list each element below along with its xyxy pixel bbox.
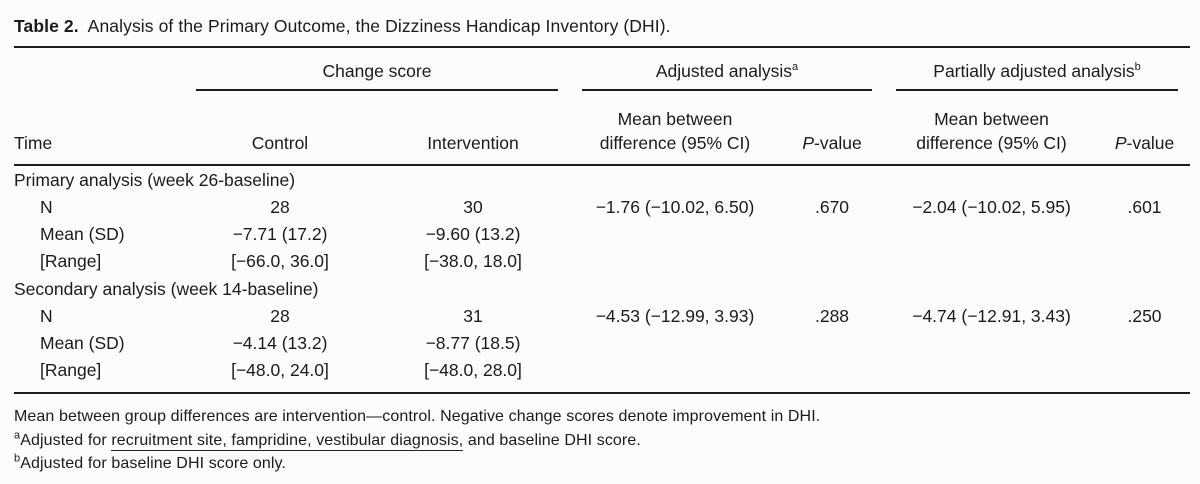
cell-adjusted-difference (570, 330, 780, 357)
cell-partial-p-value: .250 (1127, 306, 1162, 326)
table-title: Table 2. Analysis of the Primary Outcome,… (14, 14, 1190, 38)
cell-intervention: −9.60 (13.2) (425, 224, 521, 244)
horizontal-rule-top (14, 46, 1190, 48)
footnote-a-before: Adjusted for (20, 431, 112, 449)
table-row: N 28 31 −4.53 (−12.99, 3.93) .288 −4.74 … (14, 303, 1190, 330)
table-row: [Range] [−48.0, 24.0] [−48.0, 28.0] (14, 357, 1190, 393)
cell-intervention: [−48.0, 28.0] (424, 360, 522, 380)
cell-partial-p-value (1099, 221, 1190, 248)
column-header-partial-difference: Mean between difference (95% CI) (884, 91, 1100, 166)
p-italic: P (802, 133, 815, 153)
cell-intervention: 30 (463, 197, 483, 217)
cell-partial-difference (884, 330, 1099, 357)
section-row-secondary: Secondary analysis (week 14-baseline) (14, 275, 1190, 303)
footnote-b: bAdjusted for baseline DHI score only. (14, 452, 1190, 476)
cell-adjusted-difference (570, 357, 780, 393)
cell-adjusted-p-value: .288 (814, 306, 850, 326)
p-rest: -value (1126, 133, 1175, 153)
cell-adjusted-difference: −1.76 (−10.02, 6.50) (595, 197, 755, 217)
header-line: difference (95% CI) (599, 133, 751, 153)
column-header-partial-p-value: P-value (1099, 91, 1191, 166)
spanner-label: Change score (322, 61, 432, 81)
cell-partial-difference (884, 248, 1099, 275)
table-footnotes: Mean between group differences are inter… (14, 405, 1190, 476)
row-label: Mean (SD) (40, 224, 125, 244)
cell-partial-p-value (1099, 330, 1190, 357)
p-rest: -value (814, 133, 862, 153)
row-label: N (40, 197, 53, 217)
cell-adjusted-p-value (780, 357, 884, 393)
cell-control: 28 (270, 197, 290, 217)
header-line: Mean between (617, 109, 733, 129)
cell-partial-difference (884, 221, 1099, 248)
cell-partial-p-value (1099, 357, 1190, 393)
table-row: [Range] [−66.0, 36.0] [−38.0, 18.0] (14, 248, 1190, 275)
column-header-adjusted-difference: Mean between difference (95% CI) (570, 91, 780, 166)
table-number: Table 2. (14, 16, 79, 36)
cell-adjusted-p-value (780, 221, 884, 248)
cell-intervention: −8.77 (18.5) (425, 333, 521, 353)
section-row-primary: Primary analysis (week 26-baseline) (14, 165, 1190, 194)
footnote-a-underlined: recruitment site, fampridine, vestibular… (111, 431, 464, 451)
footnote-general: Mean between group differences are inter… (14, 408, 821, 425)
cell-partial-difference: −2.04 (−10.02, 5.95) (912, 197, 1071, 217)
cell-partial-difference (884, 357, 1099, 393)
header-line: difference (95% CI) (916, 133, 1067, 153)
cell-partial-p-value (1099, 248, 1190, 275)
section-label: Primary analysis (week 26-baseline) (14, 169, 296, 190)
table-row: Mean (SD) −7.71 (17.2) −9.60 (13.2) (14, 221, 1190, 248)
column-header-adjusted-p-value: P-value (780, 91, 885, 166)
column-header-row: Time Control Intervention Mean between d… (14, 91, 1191, 166)
footnote-ref-b: b (1134, 61, 1141, 74)
column-header-control: Control (184, 91, 376, 166)
cell-control: [−66.0, 36.0] (231, 251, 329, 271)
cell-control: [−48.0, 24.0] (231, 360, 329, 380)
cell-adjusted-difference (570, 248, 780, 275)
cell-adjusted-p-value (780, 330, 884, 357)
cell-intervention: 31 (463, 306, 483, 326)
spanner-adjusted-analysis: Adjusted analysisa (570, 48, 884, 91)
footnote-ref-a: a (792, 61, 799, 74)
cell-control: −7.71 (17.2) (232, 224, 328, 244)
section-label: Secondary analysis (week 14-baseline) (14, 278, 319, 299)
cell-control: 28 (270, 306, 290, 326)
row-label: [Range] (40, 360, 102, 380)
row-label: N (40, 306, 53, 326)
p-italic: P (1114, 133, 1127, 153)
footnote-a: aAdjusted for recruitment site, fampridi… (14, 429, 1190, 453)
column-header-intervention: Intervention (376, 91, 570, 166)
footnote-a-after: and baseline DHI score. (463, 431, 641, 449)
spanner-change-score: Change score (184, 48, 570, 91)
table-caption: Analysis of the Primary Outcome, the Diz… (87, 16, 671, 36)
footnote-b-text: Adjusted for baseline DHI score only. (20, 455, 286, 472)
spanner-partially-adjusted-analysis: Partially adjusted analysisb (884, 48, 1190, 91)
spanner-header-row: Change score Adjusted analysisa Partiall… (14, 48, 1190, 91)
cell-partial-p-value: .601 (1127, 197, 1162, 217)
cell-intervention: [−38.0, 18.0] (424, 251, 522, 271)
header-line: Mean between (934, 109, 1049, 129)
cell-control: −4.14 (13.2) (232, 333, 328, 353)
spanner-label: Adjusted analysis (655, 61, 793, 81)
cell-adjusted-difference: −4.53 (−12.99, 3.93) (595, 306, 755, 326)
row-label: Mean (SD) (40, 333, 125, 353)
cell-adjusted-p-value (780, 248, 884, 275)
footnote-a-marker: a (14, 429, 21, 442)
table-row: N 28 30 −1.76 (−10.02, 6.50) .670 −2.04 … (14, 194, 1190, 221)
footnote-b-marker: b (14, 452, 21, 465)
spacer-cell (14, 48, 184, 91)
table-row: Mean (SD) −4.14 (13.2) −8.77 (18.5) (14, 330, 1190, 357)
cell-adjusted-p-value: .670 (814, 197, 850, 217)
row-label: [Range] (40, 251, 102, 271)
spanner-label: Partially adjusted analysis (933, 61, 1135, 81)
cell-partial-difference: −4.74 (−12.91, 3.43) (912, 306, 1071, 326)
cell-adjusted-difference (570, 221, 780, 248)
results-table: Change score Adjusted analysisa Partiall… (14, 48, 1191, 394)
column-header-time: Time (14, 91, 184, 166)
